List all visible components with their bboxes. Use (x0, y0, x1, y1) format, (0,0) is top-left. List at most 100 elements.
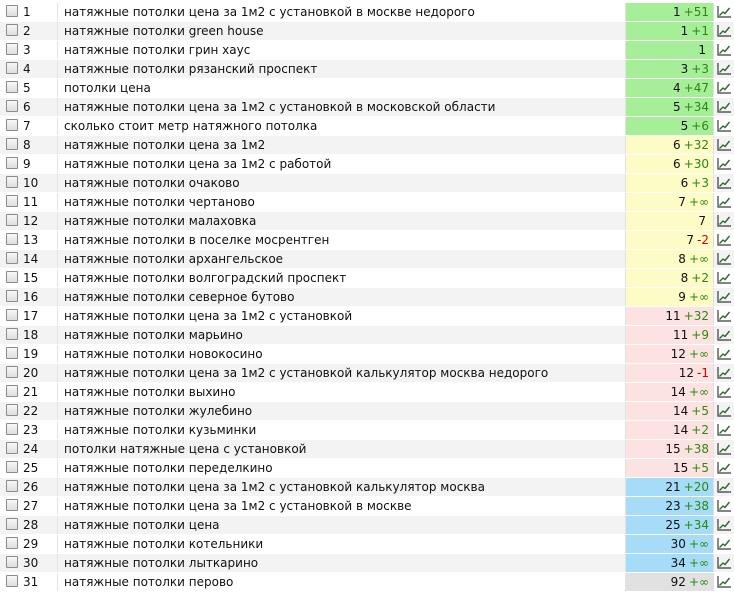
row-checkbox-cell[interactable] (4, 383, 20, 401)
row-checkbox-cell[interactable] (4, 478, 20, 496)
chart-button[interactable] (713, 364, 734, 382)
table-row[interactable]: 13 натяжные потолки в поселке мосрентген… (0, 231, 734, 250)
table-row[interactable]: 23 натяжные потолки кузьминки 14 +2 (0, 421, 734, 440)
table-row[interactable]: 12 натяжные потолки малаховка 7 (0, 212, 734, 231)
table-row[interactable]: 9 натяжные потолки цена за 1м2 с работой… (0, 155, 734, 174)
line-chart-icon[interactable] (717, 139, 731, 151)
row-checkbox-cell[interactable] (4, 573, 20, 591)
line-chart-icon[interactable] (717, 234, 731, 246)
row-checkbox[interactable] (6, 195, 18, 207)
row-checkbox-cell[interactable] (4, 326, 20, 344)
line-chart-icon[interactable] (717, 538, 731, 550)
table-row[interactable]: 17 натяжные потолки цена за 1м2 с устано… (0, 307, 734, 326)
line-chart-icon[interactable] (717, 63, 731, 75)
row-checkbox-cell[interactable] (4, 212, 20, 230)
chart-button[interactable] (713, 250, 734, 268)
row-checkbox-cell[interactable] (4, 60, 20, 78)
table-row[interactable]: 27 натяжные потолки цена за 1м2 с устано… (0, 497, 734, 516)
row-checkbox[interactable] (6, 233, 18, 245)
table-row[interactable]: 26 натяжные потолки цена за 1м2 с устано… (0, 478, 734, 497)
row-checkbox-cell[interactable] (4, 269, 20, 287)
row-checkbox[interactable] (6, 252, 18, 264)
table-row[interactable]: 8 натяжные потолки цена за 1м2 6 +32 (0, 136, 734, 155)
row-checkbox-cell[interactable] (4, 345, 20, 363)
chart-button[interactable] (713, 136, 734, 154)
line-chart-icon[interactable] (717, 82, 731, 94)
row-checkbox[interactable] (6, 366, 18, 378)
row-checkbox-cell[interactable] (4, 22, 20, 40)
row-checkbox[interactable] (6, 518, 18, 530)
chart-button[interactable] (713, 383, 734, 401)
row-checkbox-cell[interactable] (4, 421, 20, 439)
row-checkbox-cell[interactable] (4, 174, 20, 192)
chart-button[interactable] (713, 269, 734, 287)
chart-button[interactable] (713, 79, 734, 97)
table-row[interactable]: 30 натяжные потолки лыткарино 34 +∞ (0, 554, 734, 573)
row-checkbox-cell[interactable] (4, 554, 20, 572)
row-checkbox[interactable] (6, 328, 18, 340)
row-checkbox-cell[interactable] (4, 364, 20, 382)
chart-button[interactable] (713, 98, 734, 116)
line-chart-icon[interactable] (717, 443, 731, 455)
row-checkbox-cell[interactable] (4, 459, 20, 477)
row-checkbox[interactable] (6, 461, 18, 473)
line-chart-icon[interactable] (717, 576, 731, 588)
line-chart-icon[interactable] (717, 253, 731, 265)
row-checkbox[interactable] (6, 480, 18, 492)
row-checkbox[interactable] (6, 24, 18, 36)
row-checkbox-cell[interactable] (4, 535, 20, 553)
chart-button[interactable] (713, 307, 734, 325)
chart-button[interactable] (713, 478, 734, 496)
chart-button[interactable] (713, 174, 734, 192)
chart-button[interactable] (713, 421, 734, 439)
line-chart-icon[interactable] (717, 158, 731, 170)
chart-button[interactable] (713, 193, 734, 211)
row-checkbox[interactable] (6, 176, 18, 188)
line-chart-icon[interactable] (717, 405, 731, 417)
row-checkbox[interactable] (6, 575, 18, 587)
table-row[interactable]: 25 натяжные потолки переделкино 15 +5 (0, 459, 734, 478)
table-row[interactable]: 2 натяжные потолки green house 1 +1 (0, 22, 734, 41)
row-checkbox-cell[interactable] (4, 231, 20, 249)
table-row[interactable]: 1 натяжные потолки цена за 1м2 с установ… (0, 3, 734, 22)
row-checkbox[interactable] (6, 423, 18, 435)
line-chart-icon[interactable] (717, 120, 731, 132)
row-checkbox-cell[interactable] (4, 117, 20, 135)
chart-button[interactable] (713, 41, 734, 59)
line-chart-icon[interactable] (717, 329, 731, 341)
table-row[interactable]: 28 натяжные потолки цена 25 +34 (0, 516, 734, 535)
line-chart-icon[interactable] (717, 348, 731, 360)
row-checkbox-cell[interactable] (4, 307, 20, 325)
line-chart-icon[interactable] (717, 44, 731, 56)
line-chart-icon[interactable] (717, 291, 731, 303)
row-checkbox[interactable] (6, 100, 18, 112)
line-chart-icon[interactable] (717, 500, 731, 512)
row-checkbox-cell[interactable] (4, 440, 20, 458)
row-checkbox[interactable] (6, 499, 18, 511)
row-checkbox[interactable] (6, 537, 18, 549)
line-chart-icon[interactable] (717, 101, 731, 113)
row-checkbox-cell[interactable] (4, 193, 20, 211)
chart-button[interactable] (713, 155, 734, 173)
line-chart-icon[interactable] (717, 196, 731, 208)
row-checkbox-cell[interactable] (4, 136, 20, 154)
row-checkbox-cell[interactable] (4, 3, 20, 21)
line-chart-icon[interactable] (717, 424, 731, 436)
row-checkbox-cell[interactable] (4, 155, 20, 173)
table-row[interactable]: 4 натяжные потолки рязанский проспект 3 +… (0, 60, 734, 79)
row-checkbox[interactable] (6, 271, 18, 283)
chart-button[interactable] (713, 554, 734, 572)
row-checkbox-cell[interactable] (4, 79, 20, 97)
chart-button[interactable] (713, 288, 734, 306)
table-row[interactable]: 21 натяжные потолки выхино 14 +∞ (0, 383, 734, 402)
row-checkbox[interactable] (6, 62, 18, 74)
table-row[interactable]: 11 натяжные потолки чертаново 7 +∞ (0, 193, 734, 212)
row-checkbox[interactable] (6, 157, 18, 169)
chart-button[interactable] (713, 440, 734, 458)
line-chart-icon[interactable] (717, 386, 731, 398)
chart-button[interactable] (713, 117, 734, 135)
table-row[interactable]: 6 натяжные потолки цена за 1м2 с установ… (0, 98, 734, 117)
line-chart-icon[interactable] (717, 519, 731, 531)
table-row[interactable]: 20 натяжные потолки цена за 1м2 с устано… (0, 364, 734, 383)
table-row[interactable]: 10 натяжные потолки очаково 6 +3 (0, 174, 734, 193)
